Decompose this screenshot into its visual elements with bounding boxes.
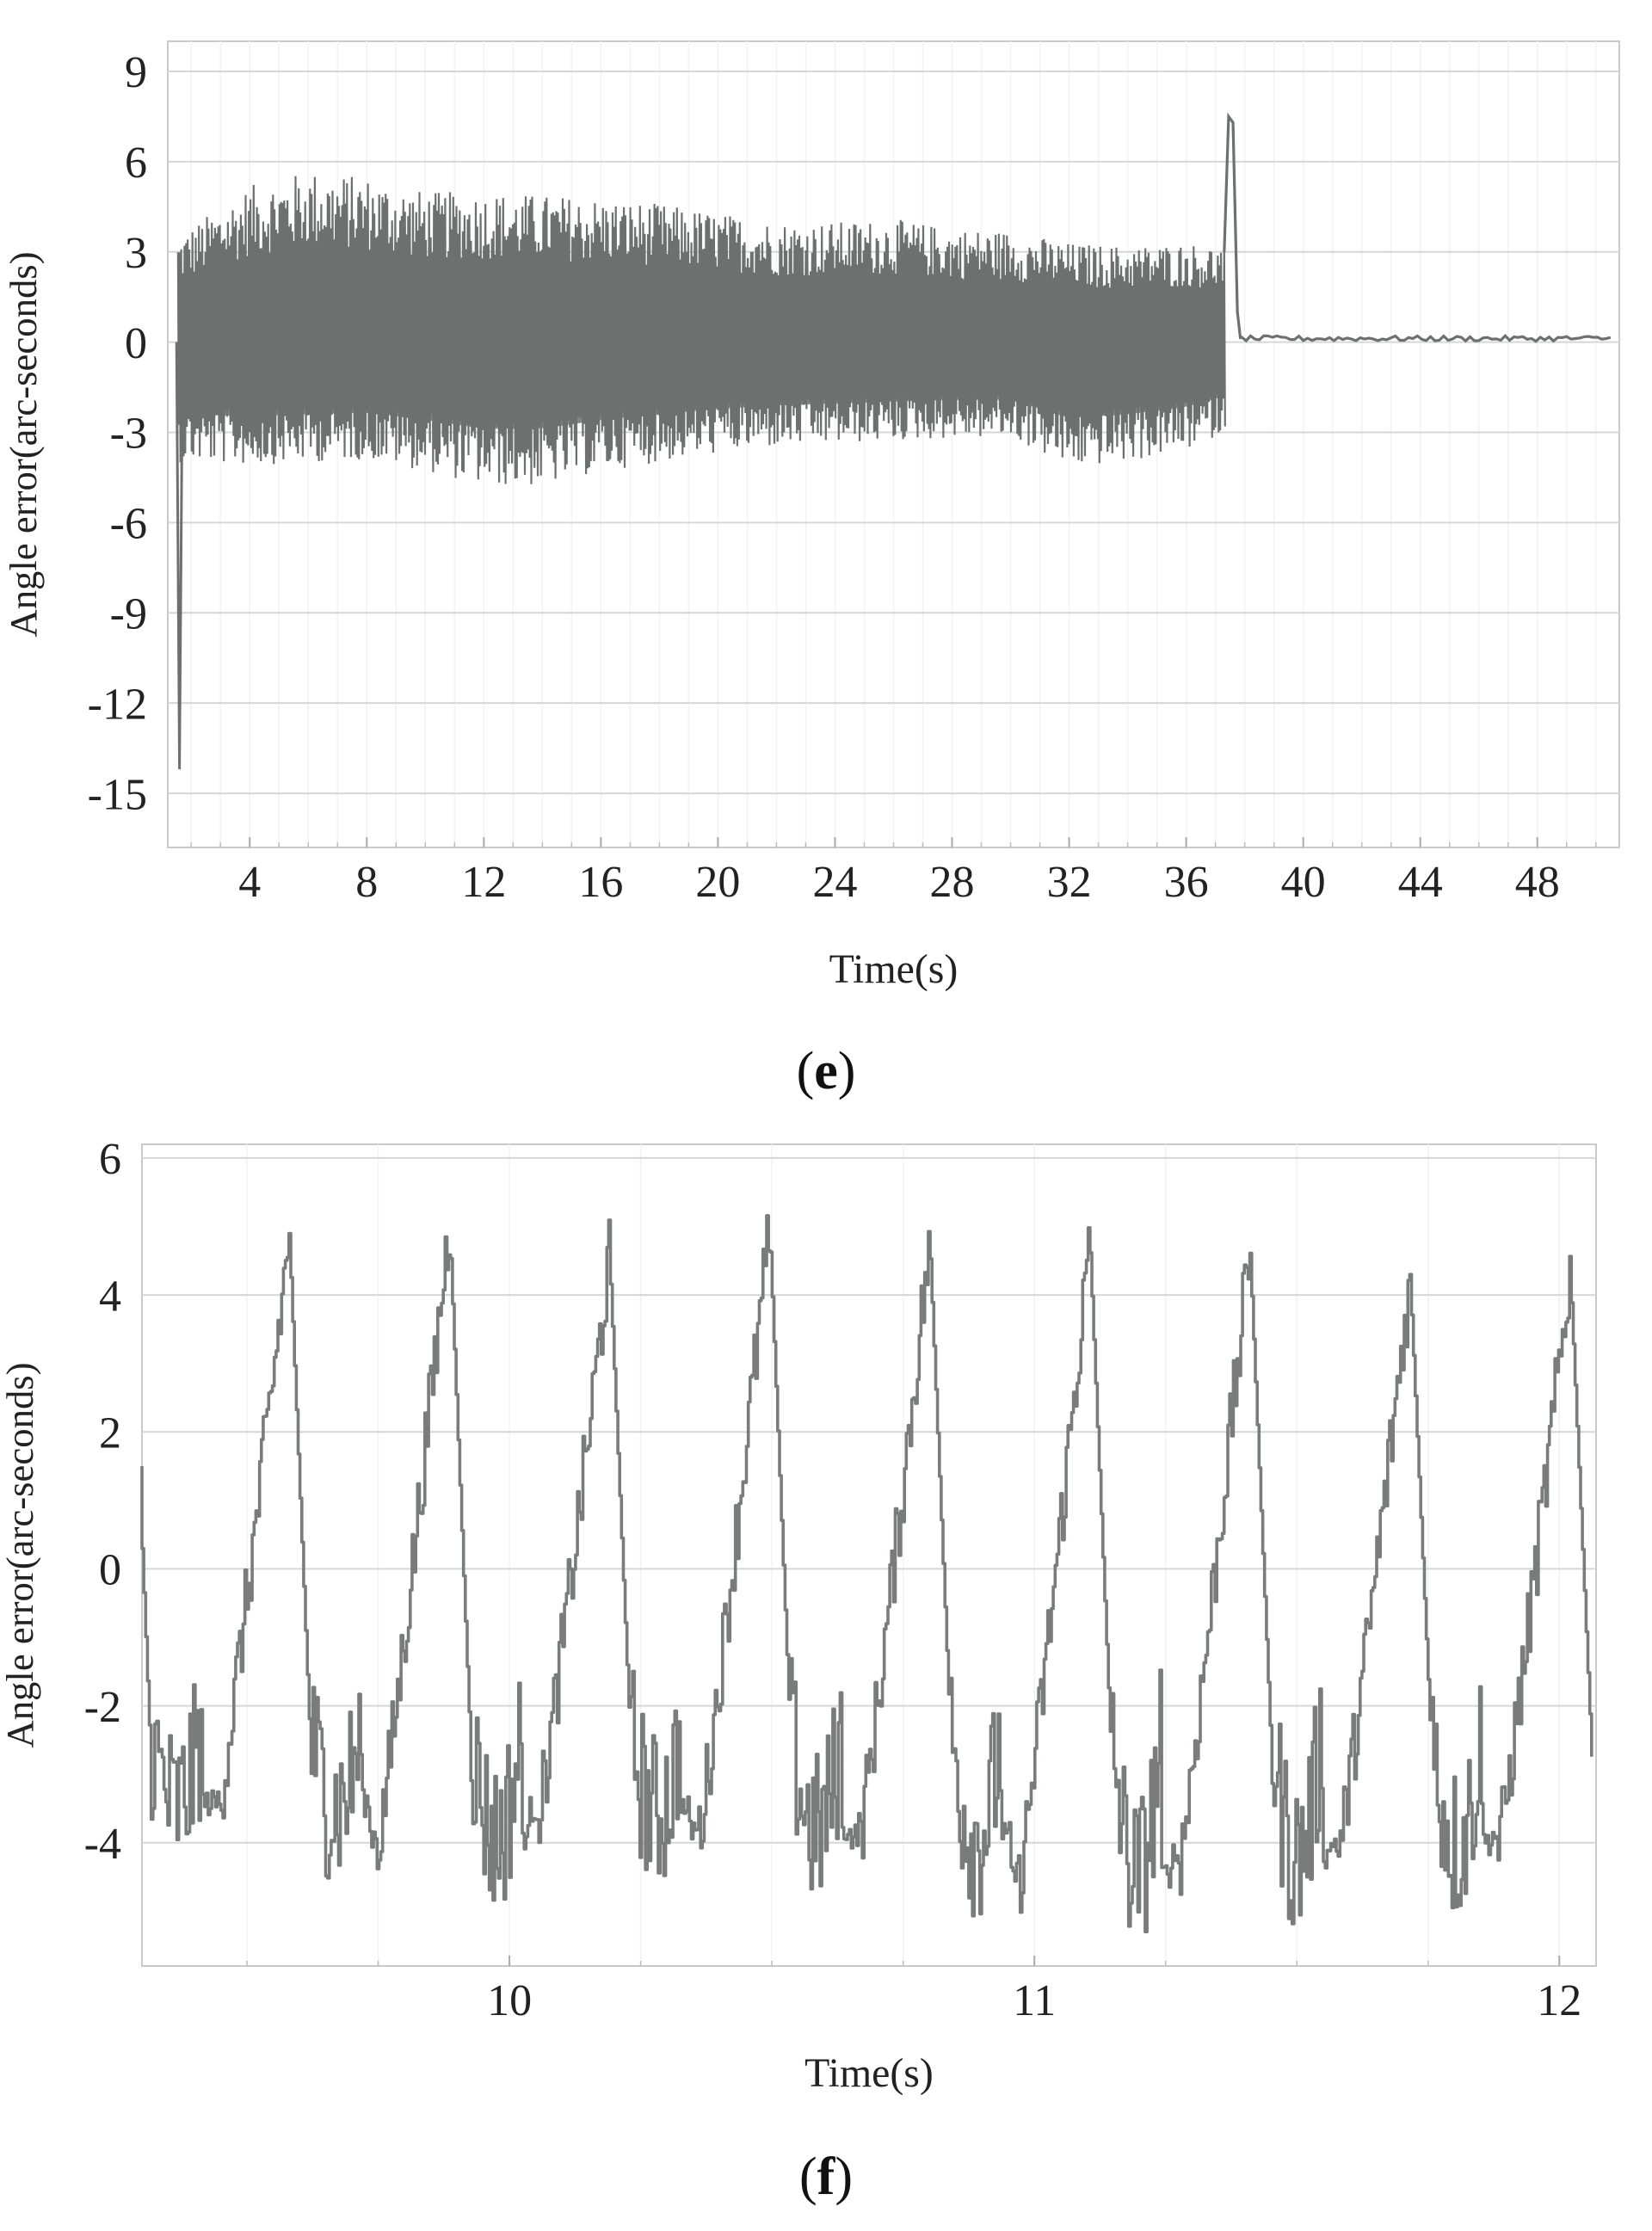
e-series-band: [177, 248, 1224, 429]
f-y-tick-label: 2: [99, 1408, 121, 1458]
e-x-tick-label: 16: [578, 858, 623, 907]
e-y-tick-label: -6: [110, 500, 147, 549]
f-x-tick-label: 12: [1537, 1976, 1581, 2025]
e-y-tick-label: 6: [125, 139, 147, 188]
f-plot-area: [141, 1143, 1597, 1967]
f-y-tick-label: -4: [84, 1820, 121, 1869]
f-y-tick-label: 4: [99, 1272, 121, 1321]
f-x-tick-label: 11: [1013, 1976, 1056, 2025]
chart-panel-f: 6 4 2 0 -2 -4 10 11 12 Time(s) Angle error(arc-sec…: [0, 1119, 1652, 2231]
f-y-axis-label: Angle error(arc-seconds): [0, 1362, 41, 1747]
e-y-axis-label: Angle error(arc-seconds): [2, 251, 45, 637]
f-y-tick-label: -2: [84, 1683, 121, 1732]
e-y-tick-label: -15: [88, 770, 147, 819]
f-series-line: [140, 1214, 1593, 1933]
f-x-tick-label: 10: [487, 1976, 532, 2025]
f-y-tick-label: 6: [99, 1135, 121, 1184]
f-y-tick-label: 0: [99, 1546, 121, 1595]
e-y-tick-label: -12: [88, 680, 147, 729]
e-x-tick-label: 24: [812, 858, 857, 907]
e-x-tick-label: 40: [1281, 858, 1326, 907]
e-x-axis-label: Time(s): [829, 946, 959, 992]
e-y-tick-label: -9: [110, 589, 147, 638]
e-x-tick-label: 4: [238, 858, 261, 907]
e-x-tick-label: 8: [355, 858, 378, 907]
e-initial-spike: [175, 342, 184, 770]
chart-f-svg: 6 4 2 0 -2 -4 10 11 12 Time(s) Angle error(arc-sec…: [0, 1135, 1597, 2096]
e-y-tick-label: -3: [110, 410, 147, 459]
e-x-tick-label: 20: [695, 858, 740, 907]
e-y-tick-label: 9: [125, 48, 147, 97]
caption-e: (e): [796, 1042, 856, 1100]
e-x-tick-label: 12: [461, 858, 506, 907]
e-x-tick-label: 32: [1047, 858, 1092, 907]
f-x-axis-label: Time(s): [804, 2050, 934, 2096]
e-x-tick-label: 44: [1398, 858, 1443, 907]
caption-f-letter: f: [817, 2148, 835, 2206]
e-x-tick-label: 36: [1164, 858, 1209, 907]
e-x-tick-label: 28: [930, 858, 975, 907]
caption-f: (f): [799, 2148, 853, 2206]
e-y-tick-label: 3: [125, 229, 147, 278]
caption-e-letter: e: [814, 1042, 838, 1100]
e-y-tick-label: 0: [125, 319, 147, 368]
e-x-tick-label: 48: [1515, 858, 1560, 907]
chart-panel-e: 9 6 3 0 -3 -6 -9 -12 -15 4 8 12 16 20 24 28 32 36 40 44 48 Ti…: [2, 40, 1620, 1100]
e-settled-tail: [1223, 112, 1612, 343]
